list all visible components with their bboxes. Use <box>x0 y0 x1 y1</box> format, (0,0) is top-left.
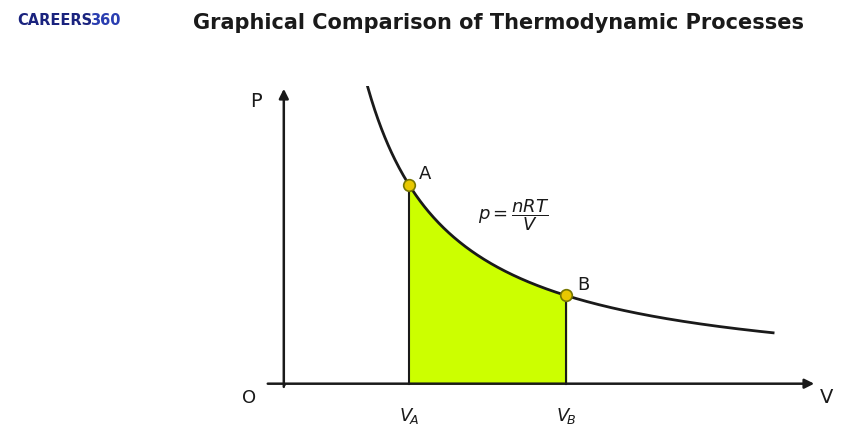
Text: $p = \dfrac{nRT}{V}$: $p = \dfrac{nRT}{V}$ <box>478 197 550 233</box>
Point <box>402 182 416 189</box>
Text: Graphical Comparison of Thermodynamic Processes: Graphical Comparison of Thermodynamic Pr… <box>194 13 804 33</box>
Text: B: B <box>577 276 590 294</box>
Point <box>559 292 573 299</box>
Text: A: A <box>419 165 431 183</box>
Text: O: O <box>243 389 256 407</box>
Text: $V_{\!B}$: $V_{\!B}$ <box>556 405 576 426</box>
Text: $V_{\!A}$: $V_{\!A}$ <box>399 405 420 426</box>
Text: 360: 360 <box>90 13 120 28</box>
Text: P: P <box>249 92 261 111</box>
Text: CAREERS: CAREERS <box>17 13 92 28</box>
Text: V: V <box>820 388 833 407</box>
